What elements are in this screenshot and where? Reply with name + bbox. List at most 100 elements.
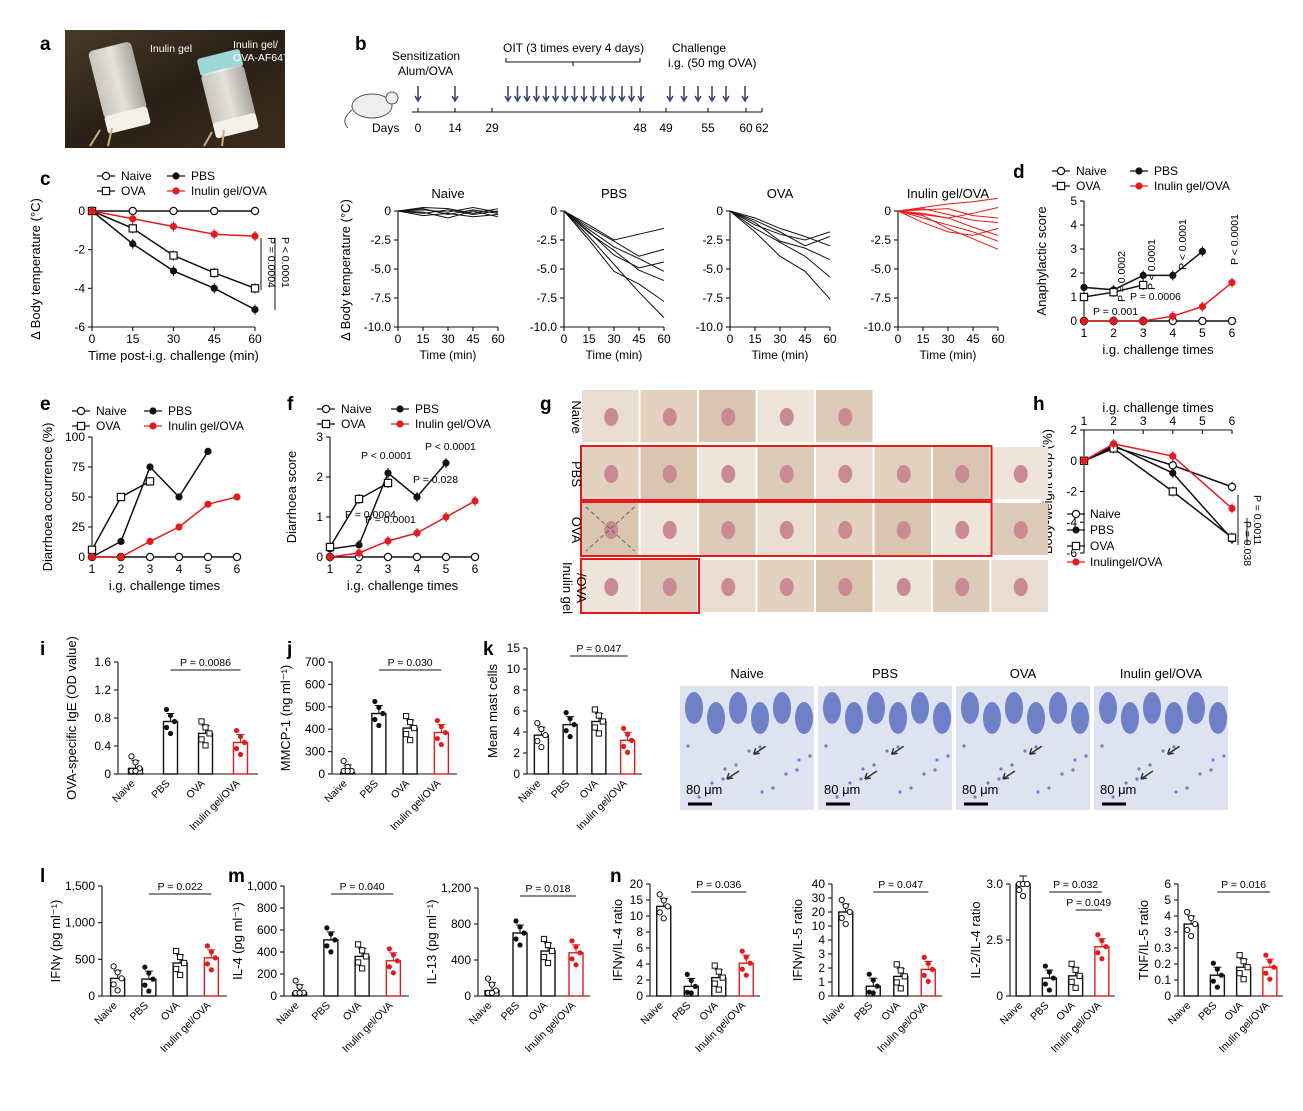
d-point [1139,271,1147,279]
l-dot [146,988,152,994]
m2-dot [517,942,523,948]
timeline-arrow [580,86,588,103]
d-pvalue: P = 0.0002 [1116,251,1128,302]
c-ylabel: Δ Body temperature (°C) [28,198,43,340]
ci-x-tick-label: 30 [773,332,787,346]
k-y-tick-label: 10 [507,662,521,676]
c-point [169,267,178,275]
ci-line [897,210,999,250]
ci-line [897,210,999,242]
histology-cell [808,754,812,758]
n2-dot [838,896,845,904]
k-y-tick-label: 0 [513,767,520,781]
l-dot [142,964,148,970]
f-point [470,552,480,562]
histology-cell [1036,790,1040,794]
ci-panel-title: Inulin gel/OVA [907,186,989,201]
k-x-tick-label: OVA [577,778,601,802]
panel-letter-c: c [40,169,51,190]
h-x-tick-label: 2 [1110,414,1117,428]
m2-dot [517,924,523,930]
timeline-arrow [627,86,636,103]
h-x-tick-label: 4 [1169,414,1176,428]
n3-x-tick-label: Naive [998,1000,1026,1028]
c-point [169,206,178,216]
n4-y-tick-label: 5 [1164,893,1171,907]
d-y-tick-label: 4 [1070,218,1077,232]
d-point [1138,280,1148,290]
n4-x-tick-label: PBS [1196,1000,1219,1023]
f-point [384,469,392,477]
histology-cell [898,790,902,794]
d-x-tick-label: 2 [1110,326,1117,340]
m1-dot [355,941,362,948]
d-point [1228,279,1236,287]
k-dot [591,706,598,713]
e-x-tick-label: 4 [176,562,183,576]
n2-dot [925,978,931,985]
panel-g-photo-grid: Naive PBS OVA Inulin gel/OVA [560,390,1048,614]
f-point [384,537,392,545]
n3-pvalue: P = 0.049 [1066,897,1111,909]
n1-y-tick-label: 4 [636,957,643,971]
ci-y-tick-label: 0 [550,204,557,218]
histology-villus [983,702,1001,734]
n3-dot [1046,969,1052,975]
histology-cell [1172,745,1176,749]
legend-label: Inulin gel/OVA [1154,179,1230,193]
n4-dot [1184,926,1191,934]
m1-dot [328,931,334,937]
n2-dot [870,977,876,983]
timeline-sensitization: Sensitization [392,49,460,63]
histology-cell [1023,749,1027,753]
ci-x-tick-label: 60 [491,332,505,346]
n3-dot [1024,880,1031,888]
photo-cell-spot [838,465,853,483]
m2-dot [573,944,579,950]
n1-x-tick-label: OVA [697,1000,721,1024]
legend-marker [396,420,404,428]
i-dot [198,718,205,725]
m2-dot [544,959,552,967]
ci-y-tick-label: 0 [884,204,891,218]
panel-letter-e: e [40,394,51,415]
timeline-arrow [618,86,626,103]
f-pvalue: P = 0.028 [413,474,458,486]
d-xlabel: i.g. challenge times [1102,342,1214,357]
n1-y-tick-label: 15 [630,893,644,907]
photo-cell-spot [662,578,677,596]
i-x-tick-label: Naive [110,778,138,806]
c-x-tick-label: 30 [167,332,181,346]
histology-villus [1209,702,1227,734]
n1-dot [656,891,663,898]
histology-cell [734,763,738,767]
m2-x-tick-label: OVA [526,1000,550,1024]
n2-dot [870,990,876,996]
n2-y-tick-label: 4 [818,933,825,947]
histology-villus [867,692,885,724]
n3-bar [1041,977,1058,997]
histology-cell [1073,758,1077,762]
timeline-arrow [708,86,716,103]
d-x-tick-label: 1 [1081,326,1088,340]
k-x-tick-label: Naive [516,778,544,806]
m1-dot [359,947,366,954]
n1-y-tick-label: 20 [630,877,644,891]
n4-ylabel: TNF/IL-5 ratio [1136,900,1151,980]
k-dot [629,737,635,744]
n2-y-tick-label: 10 [812,919,826,933]
m1-dot [296,983,303,990]
n4-dot [1214,984,1220,990]
i-y-tick-label: 0.8 [94,711,111,725]
ci-line [397,207,499,213]
f-y-tick-label: 2 [316,470,323,484]
ci-x-tick-label: 45 [466,332,480,346]
e-point [88,553,96,561]
k-x-tick-label: PBS [549,778,572,801]
h-y-tick-label: -4 [1066,515,1077,529]
n4-dot [1240,958,1247,965]
e-x-tick-label: 3 [147,562,154,576]
n3-dot [1103,944,1109,950]
histology-title: PBS [872,666,898,681]
l-dot [181,959,188,967]
